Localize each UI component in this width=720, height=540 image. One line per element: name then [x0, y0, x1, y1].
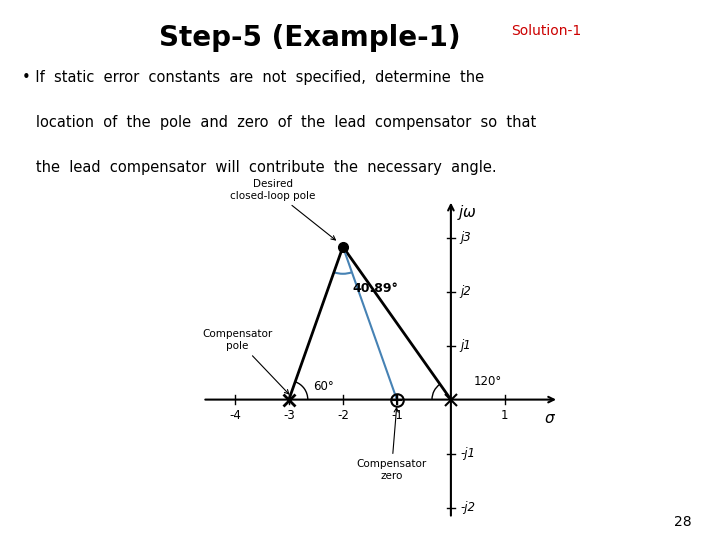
- Text: $\sigma$: $\sigma$: [544, 411, 556, 427]
- Text: j1: j1: [461, 339, 472, 352]
- Text: 60°: 60°: [313, 380, 334, 393]
- Text: Compensator
zero: Compensator zero: [356, 408, 427, 481]
- Text: j3: j3: [461, 231, 472, 244]
- Text: Desired
closed-loop pole: Desired closed-loop pole: [230, 179, 336, 240]
- Text: Step-5 (Example-1): Step-5 (Example-1): [159, 24, 460, 52]
- Text: 40.89°: 40.89°: [353, 282, 398, 295]
- Text: -4: -4: [229, 409, 240, 422]
- Text: the  lead  compensator  will  contribute  the  necessary  angle.: the lead compensator will contribute the…: [22, 160, 496, 176]
- Text: Compensator
pole: Compensator pole: [202, 329, 289, 394]
- Text: -3: -3: [283, 409, 294, 422]
- Text: -j2: -j2: [461, 501, 476, 514]
- Text: Solution-1: Solution-1: [511, 24, 582, 38]
- Text: 120°: 120°: [474, 375, 502, 388]
- Text: • If  static  error  constants  are  not  specified,  determine  the: • If static error constants are not spec…: [22, 70, 484, 85]
- Text: j2: j2: [461, 285, 472, 298]
- Text: location  of  the  pole  and  zero  of  the  lead  compensator  so  that: location of the pole and zero of the lea…: [22, 116, 536, 130]
- Text: 1: 1: [501, 409, 508, 422]
- Text: $j\omega$: $j\omega$: [457, 202, 477, 221]
- Text: 28: 28: [674, 515, 691, 529]
- Text: -j1: -j1: [461, 447, 476, 460]
- Text: -1: -1: [391, 409, 402, 422]
- Text: -2: -2: [337, 409, 348, 422]
